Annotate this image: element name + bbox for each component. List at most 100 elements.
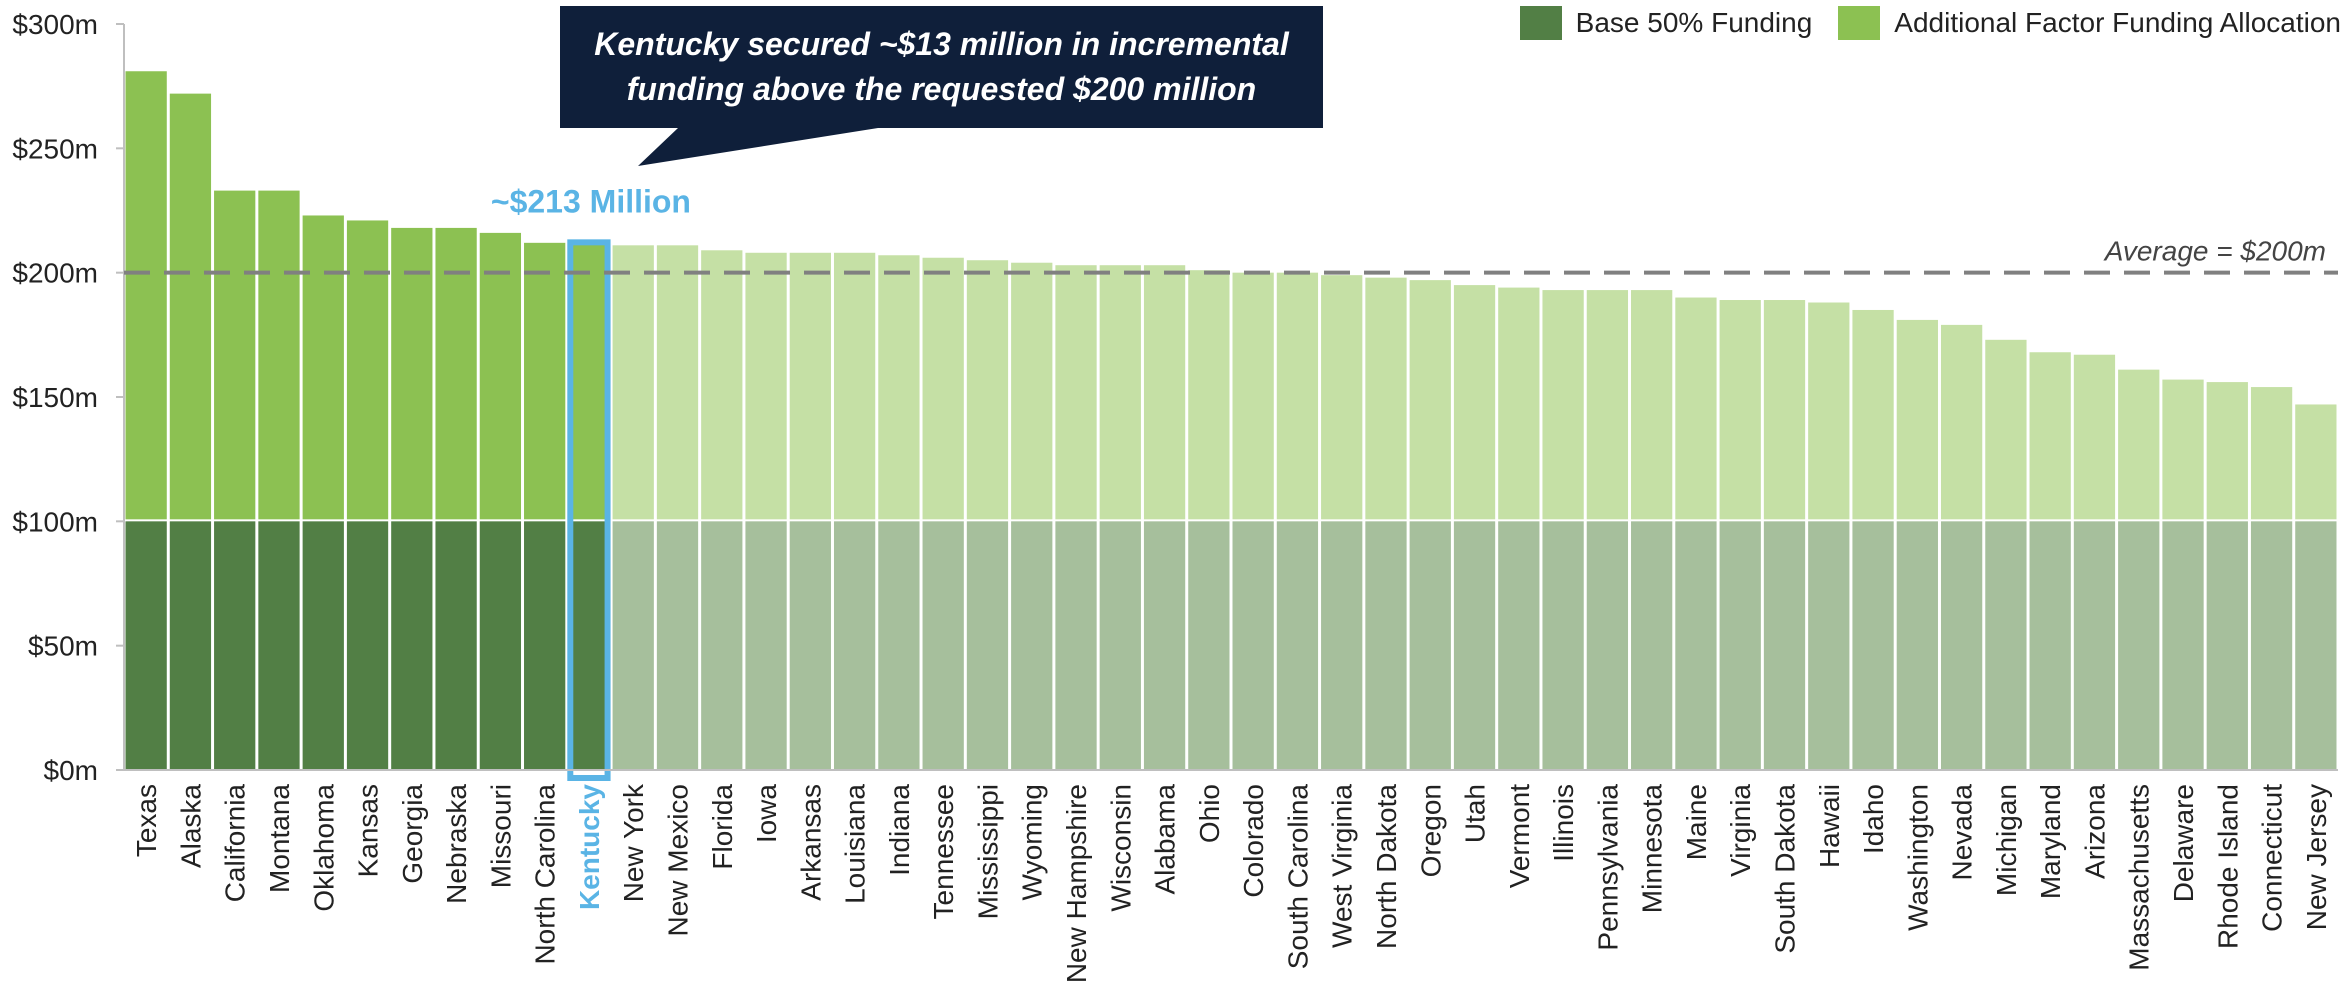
bar-additional bbox=[391, 227, 433, 520]
category-label: Utah bbox=[1460, 784, 1491, 843]
bar-base bbox=[922, 521, 964, 770]
bar-additional bbox=[258, 190, 300, 520]
category-label: Virginia bbox=[1725, 784, 1756, 877]
legend: Base 50% Funding Additional Factor Fundi… bbox=[1494, 6, 2341, 40]
bar-additional bbox=[346, 220, 389, 520]
y-tick-label: $200m bbox=[12, 258, 98, 289]
bar-additional bbox=[125, 71, 167, 520]
bar-additional bbox=[1453, 285, 1496, 520]
bar-additional bbox=[435, 227, 477, 520]
bar-base bbox=[1808, 521, 1850, 770]
category-label: Alabama bbox=[1150, 784, 1181, 895]
bar-base bbox=[1188, 521, 1230, 770]
bar-additional bbox=[2118, 369, 2160, 520]
bar-base bbox=[302, 521, 344, 770]
category-label: Kansas bbox=[353, 784, 384, 877]
category-label: Minnesota bbox=[1637, 784, 1668, 914]
callout-box bbox=[560, 6, 1323, 166]
category-label: Georgia bbox=[397, 784, 428, 884]
bar-additional bbox=[302, 215, 344, 520]
legend-item-base: Base 50% Funding bbox=[1519, 6, 1812, 40]
bar-base bbox=[1232, 521, 1274, 770]
bar-base bbox=[524, 521, 566, 770]
bar-base bbox=[1365, 521, 1407, 770]
category-label: Nebraska bbox=[441, 784, 472, 904]
category-label: Washington bbox=[1902, 784, 1933, 931]
bar-base bbox=[1143, 521, 1186, 770]
y-tick-label: $150m bbox=[12, 382, 98, 413]
bar-base bbox=[1055, 521, 1097, 770]
bar-base bbox=[2118, 521, 2160, 770]
bar-additional bbox=[1276, 272, 1319, 520]
bar-additional bbox=[1852, 309, 1894, 520]
bar-additional bbox=[2250, 387, 2293, 520]
y-tick-label: $250m bbox=[12, 133, 98, 164]
bar-additional bbox=[612, 245, 654, 520]
legend-item-additional: Additional Factor Funding Allocation bbox=[1838, 6, 2341, 40]
category-label: South Carolina bbox=[1282, 784, 1313, 970]
category-label: Idaho bbox=[1858, 784, 1889, 854]
bar-additional bbox=[169, 93, 212, 520]
bar-base bbox=[612, 521, 654, 770]
bar-additional bbox=[922, 257, 964, 520]
category-label: California bbox=[220, 784, 251, 903]
category-label: Delaware bbox=[2168, 784, 2199, 902]
highlight-value-label: ~$213 Million bbox=[491, 183, 691, 219]
bar-base bbox=[701, 521, 743, 770]
bar-additional bbox=[878, 255, 920, 520]
bar-base bbox=[346, 521, 389, 770]
average-label: Average = $200m bbox=[2103, 236, 2326, 267]
bar-base bbox=[1675, 521, 1717, 770]
y-tick-label: $300m bbox=[12, 9, 98, 40]
bar-base bbox=[1498, 521, 1540, 770]
category-label: Florida bbox=[707, 784, 738, 870]
bar-additional bbox=[1940, 324, 1983, 520]
bar-base bbox=[1896, 521, 1938, 770]
bar-additional bbox=[701, 250, 743, 520]
bar-base bbox=[2029, 521, 2071, 770]
bar-base bbox=[2250, 521, 2293, 770]
bar-base bbox=[1852, 521, 1894, 770]
category-label: Vermont bbox=[1504, 784, 1535, 888]
category-label: Arizona bbox=[2079, 784, 2110, 879]
bar-base bbox=[966, 521, 1009, 770]
bar-additional bbox=[1409, 280, 1451, 520]
bar-additional bbox=[1808, 302, 1850, 520]
bar-base bbox=[1453, 521, 1496, 770]
callout-line-1: Kentucky secured ~$13 million in increme… bbox=[594, 26, 1289, 62]
category-label: New Jersey bbox=[2301, 784, 2332, 930]
bar-base bbox=[1985, 521, 2027, 770]
bar-additional bbox=[1188, 270, 1230, 520]
bar-additional bbox=[1542, 290, 1584, 520]
category-label: Maryland bbox=[2035, 784, 2066, 899]
highlight-outline bbox=[567, 239, 611, 781]
bar-additional bbox=[2073, 354, 2116, 520]
bar-additional bbox=[2206, 382, 2248, 520]
bar-base bbox=[479, 521, 522, 770]
bar-additional bbox=[1365, 277, 1407, 520]
bar-base bbox=[833, 521, 876, 770]
bar-base bbox=[435, 521, 477, 770]
bar-base bbox=[1719, 521, 1761, 770]
legend-label-additional: Additional Factor Funding Allocation bbox=[1894, 7, 2341, 38]
bar-additional bbox=[1498, 287, 1540, 520]
bar-additional bbox=[568, 240, 610, 520]
bar-additional bbox=[1321, 275, 1363, 520]
bar-additional bbox=[1675, 297, 1717, 520]
bar-additional bbox=[1143, 265, 1186, 520]
bar-base bbox=[568, 521, 610, 770]
bar-base bbox=[2206, 521, 2248, 770]
category-label: Rhode Island bbox=[2212, 784, 2243, 949]
bar-base bbox=[169, 521, 212, 770]
bar-base bbox=[2295, 521, 2337, 770]
category-label: Oregon bbox=[1415, 784, 1446, 877]
bar-additional bbox=[214, 190, 256, 520]
bar-additional bbox=[1631, 290, 1673, 520]
bar-base bbox=[878, 521, 920, 770]
y-tick-label: $100m bbox=[12, 506, 98, 537]
category-label: New York bbox=[618, 783, 649, 902]
category-label: Colorado bbox=[1238, 784, 1269, 898]
bar-additional bbox=[833, 252, 876, 520]
bar-additional bbox=[1763, 300, 1806, 520]
bar-base bbox=[1542, 521, 1584, 770]
